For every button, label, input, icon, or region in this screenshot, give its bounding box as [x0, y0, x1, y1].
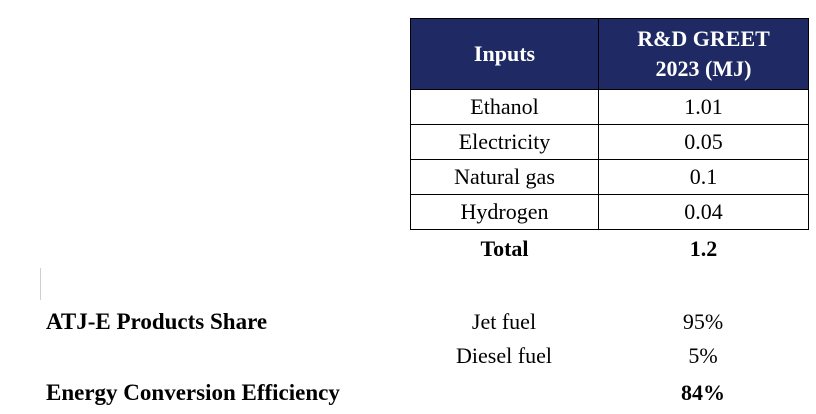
table-row: Hydrogen 0.04	[410, 194, 809, 230]
table-row: Electricity 0.05	[410, 124, 809, 160]
input-name: Hydrogen	[410, 194, 599, 230]
product-share: 5%	[688, 343, 718, 368]
table-row: Natural gas 0.1	[410, 159, 809, 195]
total-label: Total	[480, 236, 529, 261]
input-name: Electricity	[410, 124, 599, 160]
table-header-row: Inputs R&D GREET 2023 (MJ)	[410, 18, 809, 90]
header-inputs: Inputs	[410, 18, 599, 90]
product-name: Diesel fuel	[456, 343, 552, 368]
input-name: Ethanol	[410, 89, 599, 125]
input-value: 0.1	[598, 159, 809, 195]
efficiency-value: 84%	[681, 380, 725, 405]
table-row: Ethanol 1.01	[410, 89, 809, 125]
header-rd-greet-2023: R&D GREET 2023 (MJ)	[598, 18, 809, 90]
energy-inputs-table: Inputs R&D GREET 2023 (MJ) Ethanol 1.01 …	[410, 18, 809, 268]
vertical-divider	[40, 268, 41, 300]
input-value: 0.04	[598, 194, 809, 230]
total-value: 1.2	[689, 236, 718, 261]
product-name: Jet fuel	[471, 309, 537, 334]
product-share: 95%	[682, 309, 724, 334]
products-share-label: ATJ-E Products Share	[46, 309, 268, 334]
input-name: Natural gas	[410, 159, 599, 195]
input-value: 0.05	[598, 124, 809, 160]
total-row: Total 1.2	[411, 230, 809, 269]
input-value: 1.01	[598, 89, 809, 125]
efficiency-label: Energy Conversion Efficiency	[46, 380, 340, 405]
